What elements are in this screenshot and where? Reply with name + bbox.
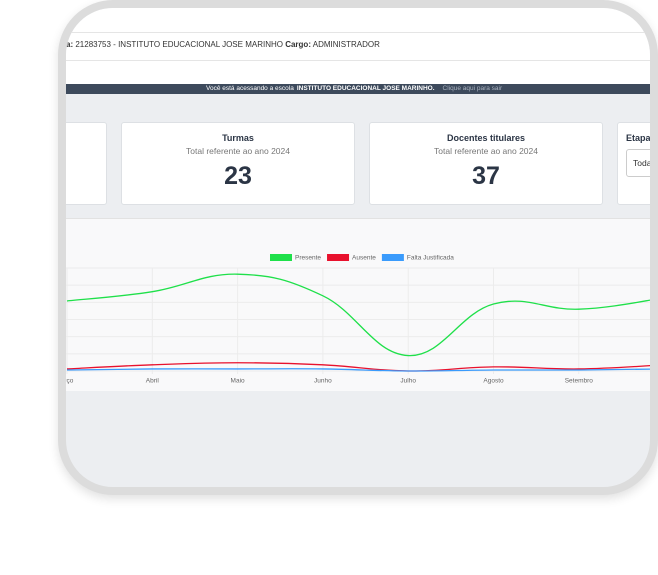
x-tick-label: Agosto xyxy=(483,378,504,385)
school-name: 21283753 - INSTITUTO EDUCACIONAL JOSE MA… xyxy=(75,40,283,49)
role: ADMINISTRADOR xyxy=(312,40,380,49)
legend-swatch xyxy=(270,254,292,261)
screen: a: 21283753 - INSTITUTO EDUCACIONAL JOSE… xyxy=(66,8,651,487)
top-bar: a: 21283753 - INSTITUTO EDUCACIONAL JOSE… xyxy=(66,8,650,84)
divider xyxy=(66,32,650,33)
x-tick-label: Julho xyxy=(400,378,416,385)
school-banner: Você está acessando a escola INSTITUTO ED… xyxy=(66,84,650,94)
filter-select[interactable]: Toda xyxy=(626,149,650,177)
card-value: 37 xyxy=(472,162,500,190)
card xyxy=(66,122,107,205)
exit-link[interactable]: Clique aqui para sair xyxy=(442,85,503,92)
chart: arço Abril Maio Junho Julho Agosto Setembro Pre… xyxy=(66,254,650,385)
x-tick-label: Maio xyxy=(231,378,245,385)
card: Turmas Total referente ao ano 2024 23 xyxy=(121,122,355,205)
filter-label: Etapa xyxy=(626,133,651,143)
card-subtitle: Total referente ao ano 2024 xyxy=(434,146,538,156)
card-subtitle: Total referente ao ano 2024 xyxy=(186,146,290,156)
card-title: Turmas xyxy=(222,133,254,143)
device-frame: a: 21283753 - INSTITUTO EDUCACIONAL JOSE… xyxy=(58,0,658,495)
legend-label: Falta Justificada xyxy=(407,255,454,262)
legend-label: Presente xyxy=(295,255,321,262)
card: Docentes titulares Total referente ao an… xyxy=(369,122,603,205)
banner-text: Você está acessando a escola xyxy=(206,85,294,92)
card-title: Docentes titulares xyxy=(446,133,526,143)
x-tick-label: Abril xyxy=(146,378,160,385)
card-value: 23 xyxy=(224,162,252,190)
x-tick-label: Setembro xyxy=(565,378,594,385)
legend-label: Ausente xyxy=(352,255,376,262)
series-line xyxy=(66,368,650,372)
series-line xyxy=(66,273,650,357)
filter-card: Etapa Toda xyxy=(617,122,651,205)
school-label: a: xyxy=(66,40,74,49)
divider xyxy=(66,60,650,61)
x-tick-label: arço xyxy=(66,378,74,385)
x-tick-label: Junho xyxy=(314,378,332,385)
legend-swatch xyxy=(327,254,350,261)
series-line xyxy=(66,362,650,372)
chart-panel: arço Abril Maio Junho Julho Agosto Setembro Pre… xyxy=(66,218,650,391)
legend-swatch xyxy=(381,254,404,261)
role-label: Cargo: xyxy=(285,40,311,49)
banner-school: INSTITUTO EDUCACIONAL JOSE MARINHO. xyxy=(296,85,435,92)
user-info: a: 21283753 - INSTITUTO EDUCACIONAL JOSE… xyxy=(66,40,380,49)
